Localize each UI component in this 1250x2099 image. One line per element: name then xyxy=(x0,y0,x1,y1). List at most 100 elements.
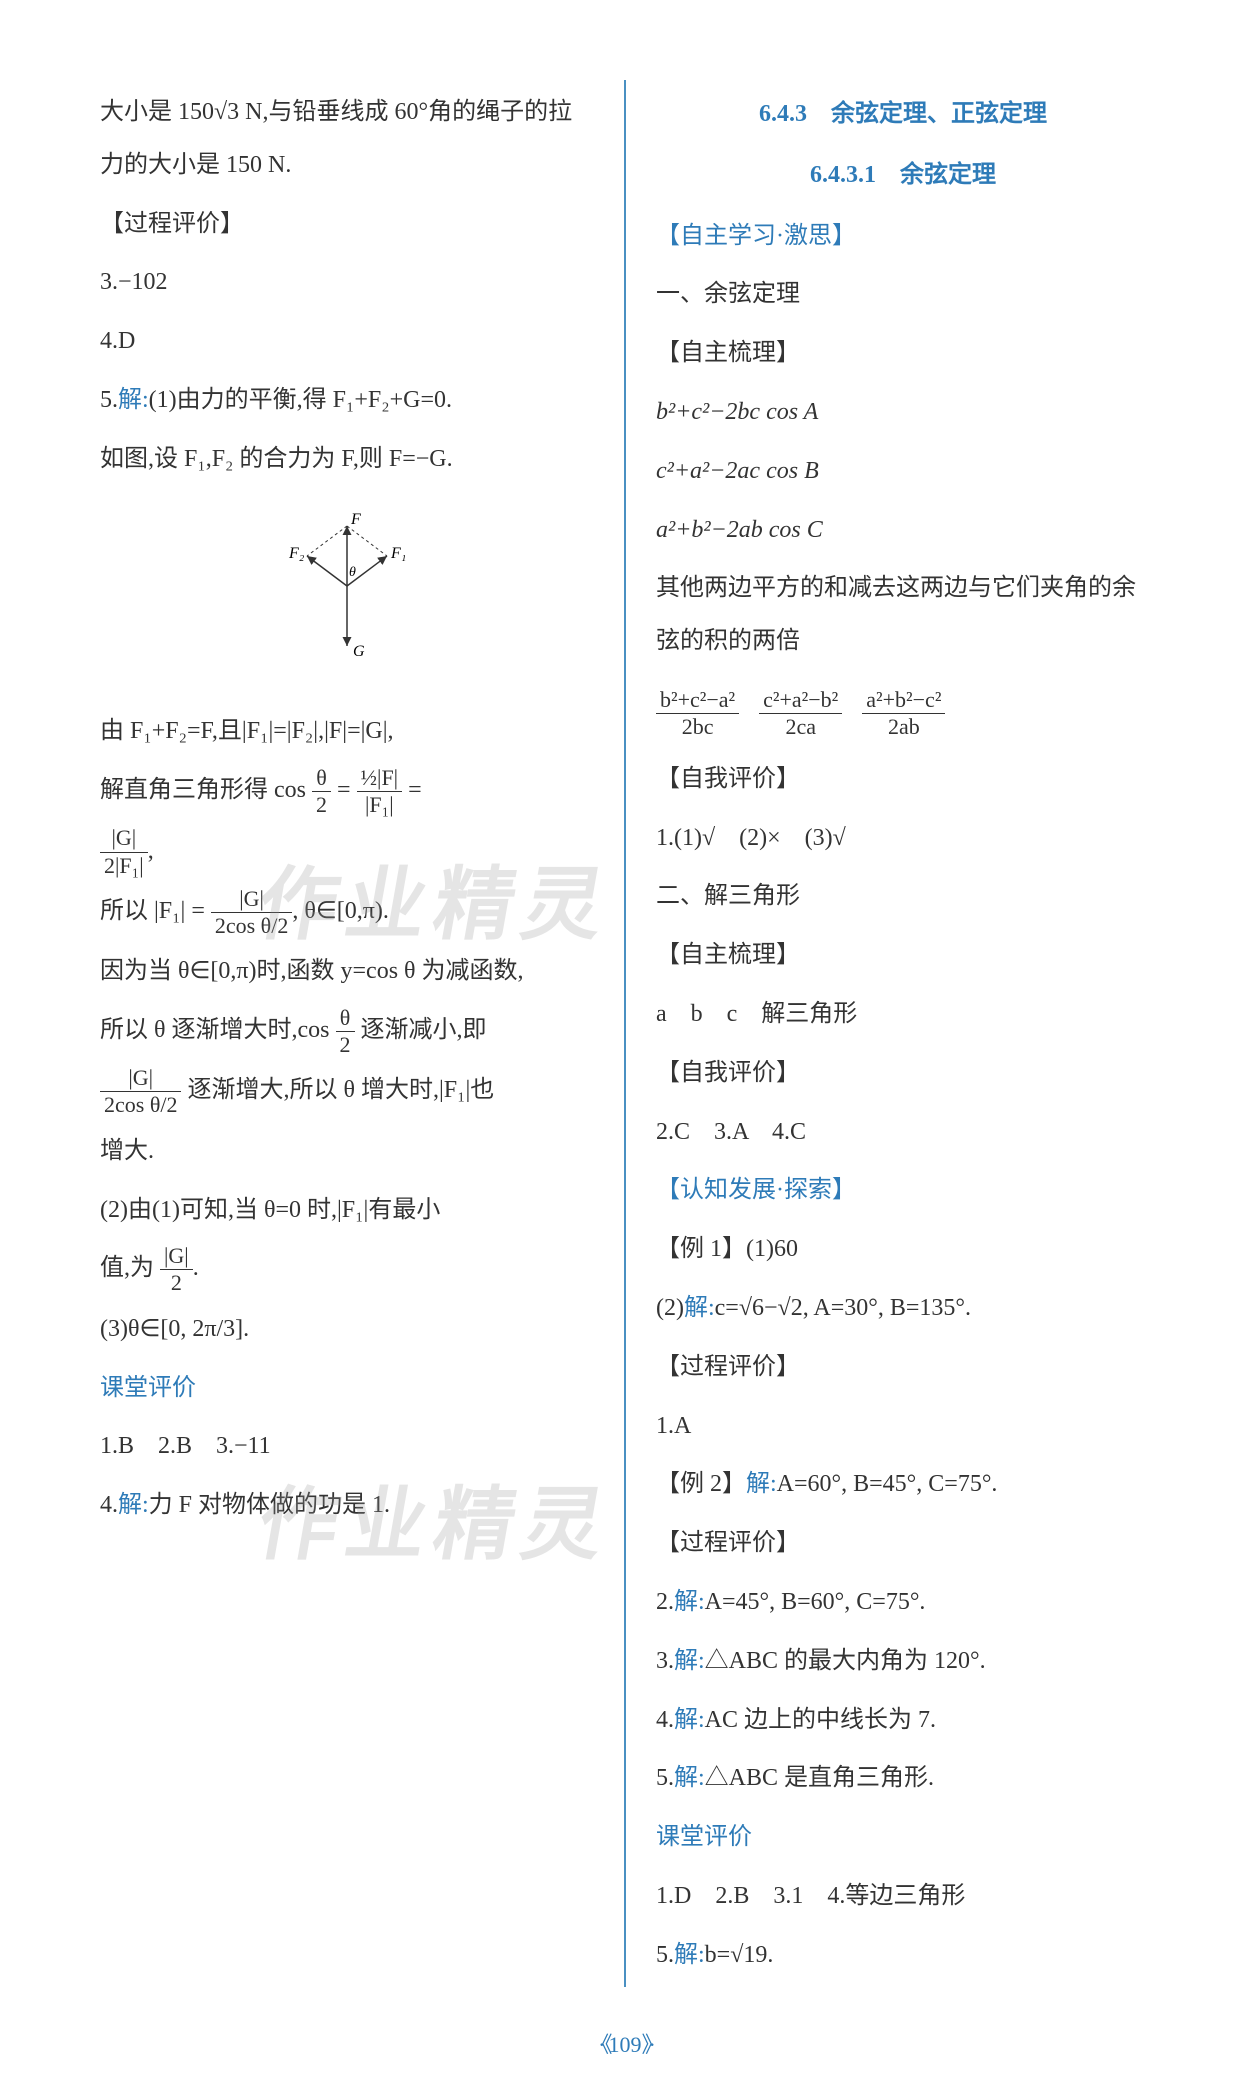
body: 逐渐增大,所以 θ 增大时,|F₁|也 xyxy=(181,1077,494,1103)
fraction-G2: |G| 2cos θ/2 xyxy=(100,1065,181,1119)
right-column: 6.4.3 余弦定理、正弦定理 6.4.3.1 余弦定理 【自主学习·激思】 一… xyxy=(626,80,1150,1987)
min-value: 值,为 |G| 2 . xyxy=(100,1242,594,1296)
answer-1a: 1.A xyxy=(656,1400,1150,1453)
item-number: 5. xyxy=(100,387,118,413)
description: 其他两边平方的和减去这两边与它们夹角的余弦的积的两倍 xyxy=(656,562,1150,668)
equation-cos: 解直角三角形得 cos θ 2 = ½|F| |F₁| = xyxy=(100,764,594,818)
tf-answers: 1.(1)√ (2)× (3)√ xyxy=(656,812,1150,865)
fraction-G: |G| 2|F₁| xyxy=(100,825,148,879)
solve-label: 解: xyxy=(118,1492,149,1518)
section-2: 二、解三角形 xyxy=(656,870,1150,923)
self-study-heading: 【自主学习·激思】 xyxy=(656,210,1150,263)
self-organize: 【自主梳理】 xyxy=(656,327,1150,380)
three-fractions: b²+c²−a² 2bc c²+a²−b² 2ca a²+b²−c² 2ab xyxy=(656,687,945,741)
part2-line: (2)由(1)可知,当 θ=0 时,|F₁|有最小 xyxy=(100,1184,594,1237)
abc-row: a b c 解三角形 xyxy=(656,988,1150,1041)
svg-text:θ: θ xyxy=(349,565,356,580)
body: c=√6−√2, A=30°, B=135°. xyxy=(715,1295,971,1321)
self-eval-2: 【自我评价】 xyxy=(656,1047,1150,1100)
two-column-page: 大小是 150√3 N,与铅垂线成 60°角的绳子的拉力的大小是 150 N. … xyxy=(100,80,1150,1987)
theta-frac: θ 2 xyxy=(336,1005,355,1059)
answer-4: 4.D xyxy=(100,315,594,368)
chapter-title-2: 6.4.3.1 余弦定理 xyxy=(656,149,1150,202)
answer-5b: 5.解:△ABC 是直角三角形. xyxy=(656,1752,1150,1805)
item-number: 4. xyxy=(100,1492,118,1518)
self-organize-2: 【自主梳理】 xyxy=(656,929,1150,982)
answer-5c: 5.解:b=√19. xyxy=(656,1929,1150,1982)
body: A=60°, B=45°, C=75°. xyxy=(777,1471,998,1497)
section-1: 一、余弦定理 xyxy=(656,268,1150,321)
body: 力 F 对物体做的功是 1. xyxy=(149,1492,390,1518)
solve: 解: xyxy=(674,1648,705,1674)
example-1-2: (2)解:c=√6−√2, A=30°, B=135°. xyxy=(656,1282,1150,1335)
fraction-3: a²+b²−c² 2ab xyxy=(862,687,945,741)
section-heading: 【过程评价】 xyxy=(100,198,594,251)
answer-5-part1: 5.解:(1)由力的平衡,得 F₁+F₂+G=0. xyxy=(100,374,594,427)
theta-over-2: θ 2 xyxy=(312,765,331,819)
equation-line: 由 F₁+F₂=F,且|F₁|=|F₂|,|F|=|G|, xyxy=(100,705,594,758)
class-eval-heading: 课堂评价 xyxy=(100,1362,594,1415)
interval: [0, 2π/3]. xyxy=(160,1316,249,1342)
text-a: 所以 θ 逐渐增大时,cos xyxy=(100,1017,336,1043)
svg-text:G: G xyxy=(353,643,365,660)
dot: . xyxy=(193,1255,199,1281)
decreasing-line: 因为当 θ∈[0,π)时,函数 y=cos θ 为减函数, xyxy=(100,945,594,998)
text: 解直角三角形得 cos xyxy=(100,777,306,803)
prefix: 【例 2】 xyxy=(656,1471,746,1497)
fraction-1: b²+c²−a² 2bc xyxy=(656,687,739,741)
prefix: 3. xyxy=(656,1648,674,1674)
solution-text: (1)由力的平衡,得 F₁+F₂+G=0. xyxy=(149,387,452,413)
increase-line-2: |G| 2cos θ/2 逐渐增大,所以 θ 增大时,|F₁|也 xyxy=(100,1064,594,1118)
class-eval-2: 课堂评价 xyxy=(656,1811,1150,1864)
svg-text:F: F xyxy=(350,511,361,528)
prefix: 5. xyxy=(656,1942,674,1968)
prefix: 2. xyxy=(656,1589,674,1615)
mc-answers: 2.C 3.A 4.C xyxy=(656,1106,1150,1159)
solve: 解: xyxy=(674,1707,705,1733)
fraction-Ghalf: |G| 2 xyxy=(160,1243,193,1297)
cos-eq-3: a²+b²−2ab cos C xyxy=(656,504,1150,557)
example-1: 【例 1】(1)60 xyxy=(656,1223,1150,1276)
prefix: (2) xyxy=(656,1295,684,1321)
comma: , xyxy=(148,838,154,864)
solve-label: 解: xyxy=(118,387,149,413)
body: △ABC 是直角三角形. xyxy=(705,1765,934,1791)
paragraph: 大小是 150√3 N,与铅垂线成 60°角的绳子的拉力的大小是 150 N. xyxy=(100,86,594,192)
prefix: 5. xyxy=(656,1765,674,1791)
answers-row-2: 1.D 2.B 3.1 4.等边三角形 xyxy=(656,1870,1150,1923)
body: b=√19. xyxy=(705,1942,774,1968)
equation-result: |G| 2|F₁| , xyxy=(100,825,594,879)
text: 值,为 xyxy=(100,1255,154,1281)
prefix: 4. xyxy=(656,1707,674,1733)
svg-text:F₂: F₂ xyxy=(288,545,305,562)
body: A=45°, B=60°, C=75°. xyxy=(705,1589,926,1615)
equals: = xyxy=(337,777,357,803)
force-diagram: F F₁ F₂ G θ xyxy=(100,506,594,686)
text-b: 逐渐减小,即 xyxy=(361,1017,487,1043)
fraction-F1: |G| 2cos θ/2 xyxy=(211,886,292,940)
so-line: 所以 |F₁| = |G| 2cos θ/2 , θ∈[0,π). xyxy=(100,885,594,939)
part3: (3)θ∈[0, 2π/3]. xyxy=(100,1303,594,1356)
solve: 解: xyxy=(674,1589,705,1615)
process-eval-2: 【过程评价】 xyxy=(656,1517,1150,1570)
tail: , θ∈[0,π). xyxy=(292,898,389,924)
text: 所以 |F₁| = xyxy=(100,898,211,924)
increase-word: 增大. xyxy=(100,1125,594,1178)
cos-eq-2: c²+a²−2ac cos B xyxy=(656,445,1150,498)
cos-eq-1: b²+c²−2bc cos A xyxy=(656,386,1150,439)
left-column: 大小是 150√3 N,与铅垂线成 60°角的绳子的拉力的大小是 150 N. … xyxy=(100,80,624,1987)
fraction-2: c²+a²−b² 2ca xyxy=(759,687,842,741)
answer-3: 3.−102 xyxy=(100,256,594,309)
explore-heading: 【认知发展·探索】 xyxy=(656,1164,1150,1217)
self-eval: 【自我评价】 xyxy=(656,753,1150,806)
example-2: 【例 2】解:A=60°, B=45°, C=75°. xyxy=(656,1458,1150,1511)
chapter-title-1: 6.4.3 余弦定理、正弦定理 xyxy=(656,88,1150,141)
solve: 解: xyxy=(684,1295,715,1321)
solve: 解: xyxy=(674,1942,705,1968)
svg-text:F₁: F₁ xyxy=(390,545,406,562)
body: AC 边上的中线长为 7. xyxy=(705,1707,936,1733)
fraction-halfF: ½|F| |F₁| xyxy=(357,765,403,819)
solution-line: 如图,设 F₁,F₂ 的合力为 F,则 F=−G. xyxy=(100,433,594,486)
solve: 解: xyxy=(746,1471,777,1497)
page-number: 109 xyxy=(100,2027,1150,2059)
